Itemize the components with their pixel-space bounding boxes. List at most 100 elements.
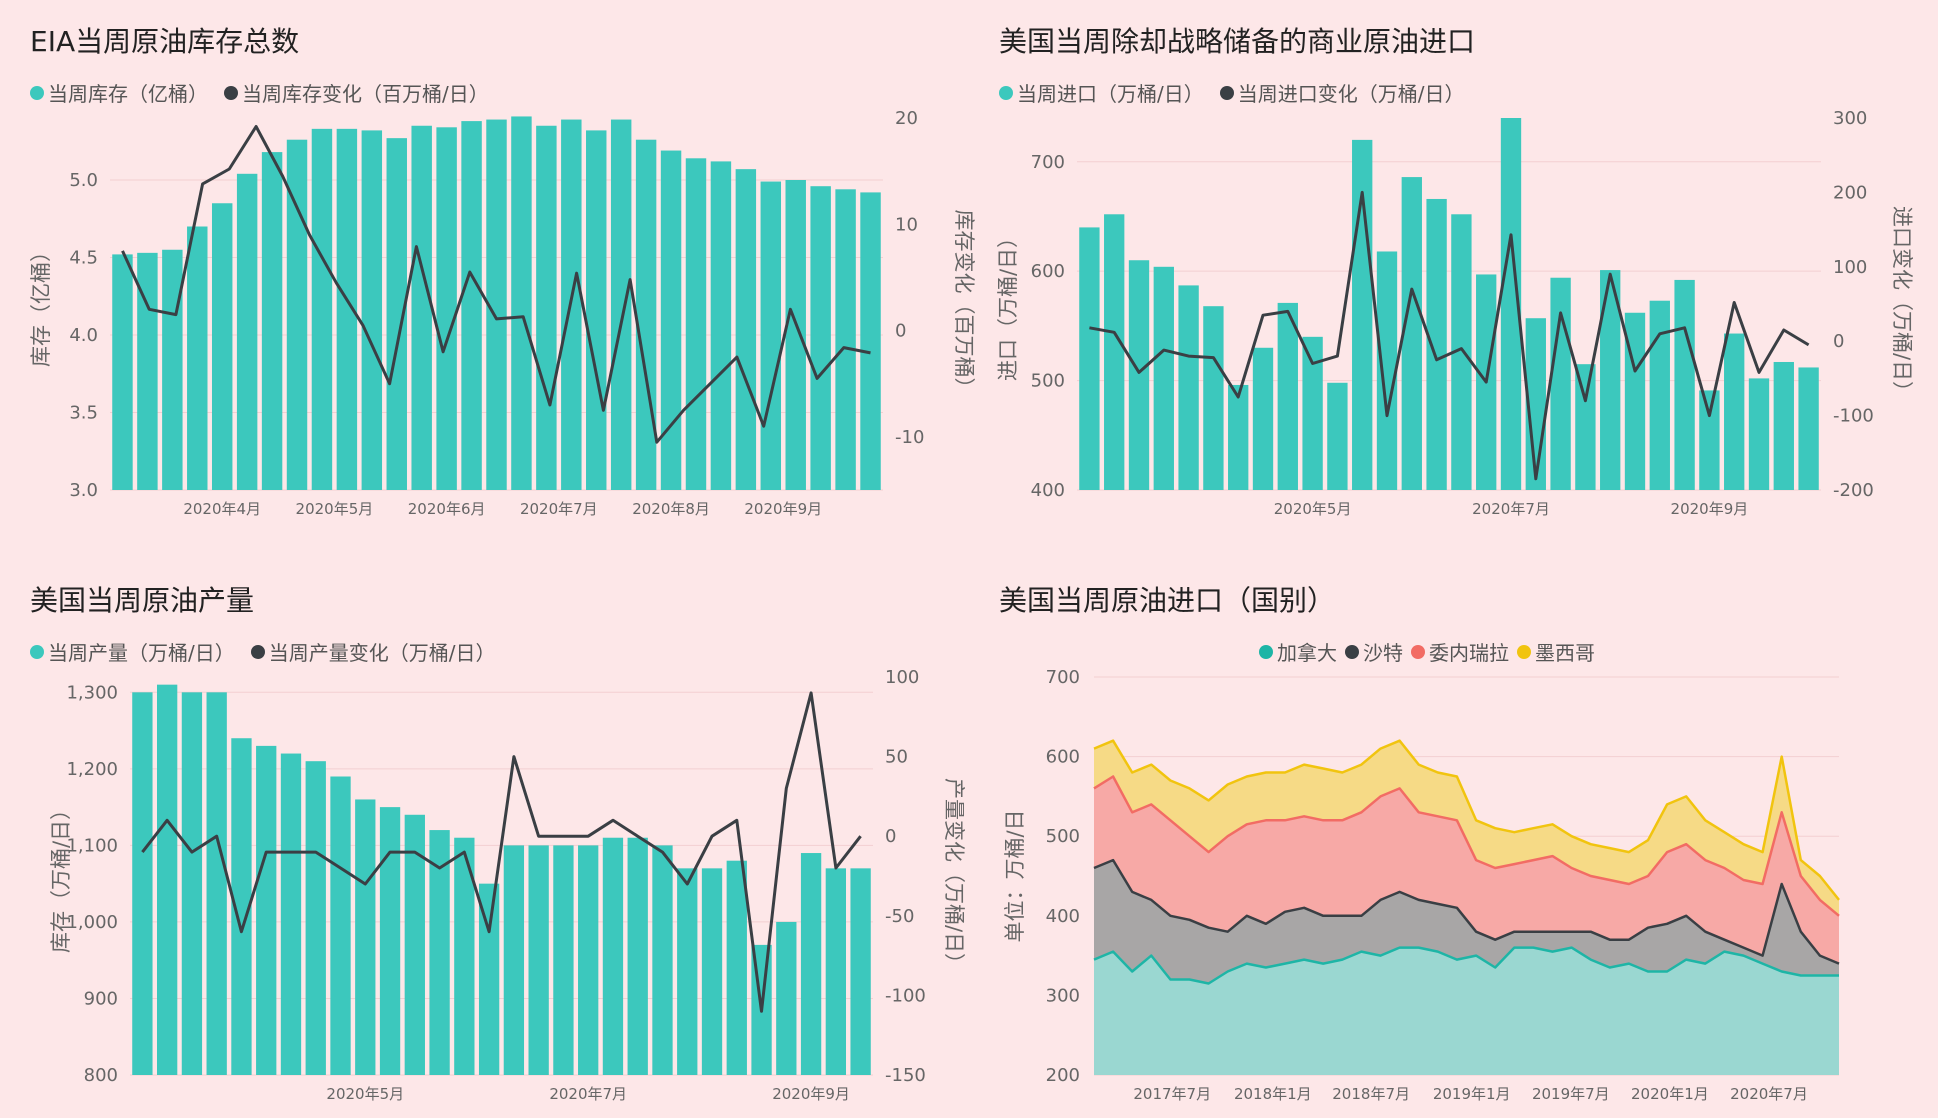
legend-item-imports[interactable]: 当周进口（万桶/日） (999, 78, 1204, 107)
bar (860, 192, 881, 490)
bar (211, 203, 233, 490)
legend-label: 沙特 (1363, 641, 1403, 665)
y2-axis-label: 进口变化（万桶/日） (1890, 206, 1914, 402)
line-saudi (1093, 858, 1840, 965)
bar (1228, 384, 1249, 490)
y-tick-label: 3.0 (69, 480, 98, 501)
bar (1128, 260, 1150, 490)
bar (311, 128, 333, 490)
y2-tick-label: -10 (895, 427, 924, 448)
x-tick-label: 2020年8月 (632, 500, 710, 518)
legend-item-saudi[interactable]: 沙特 (1345, 637, 1403, 666)
y-tick-label: 5.0 (69, 170, 98, 191)
y2-tick-label: 0 (885, 826, 896, 847)
y-tick-label: 1,200 (66, 759, 118, 780)
y-tick-label: 300 (1046, 985, 1080, 1006)
bar (652, 845, 673, 1075)
legend-item-production[interactable]: 当周产量（万桶/日） (30, 637, 235, 666)
legend-item-mexico[interactable]: 墨西哥 (1517, 637, 1595, 666)
y-tick-label: 3.5 (69, 403, 98, 424)
bar (236, 173, 258, 491)
y-tick-label: 900 (84, 988, 118, 1009)
country-chart: 200 300 400 500 600 700 2017年7月 2018年1月 2018年7月 2… (1003, 667, 1840, 1103)
bar (286, 139, 308, 490)
bar (305, 761, 326, 1075)
x-tick-label: 2020年5月 (296, 500, 374, 518)
legend-label: 墨西哥 (1535, 641, 1595, 665)
bar (511, 116, 532, 490)
legend-dot-icon (30, 85, 44, 100)
bar (231, 738, 252, 1075)
y2-tick-label: -150 (885, 1065, 926, 1086)
bar (336, 128, 358, 490)
imports-legend[interactable]: 当周进口（万桶/日） 当周进口变化（万桶/日） (999, 78, 1481, 107)
bar (627, 837, 648, 1075)
y-tick-label: 1,000 (66, 912, 118, 933)
country-panel: 美国当周原油进口（国别） 加拿大 沙特 委内瑞拉 墨西哥 200 300 400 50… (969, 559, 1938, 1118)
bar (1178, 285, 1199, 490)
y2-tick-label: 0 (1833, 331, 1844, 352)
y2-tick-label: -100 (885, 985, 926, 1006)
legend-dot-icon (999, 85, 1013, 100)
legend-item-canada[interactable]: 加拿大 (1259, 637, 1337, 666)
legend-item-venezuela[interactable]: 委内瑞拉 (1411, 637, 1509, 666)
y2-tick-label: 10 (895, 214, 918, 235)
bar (685, 158, 707, 491)
legend-dot-icon (224, 85, 238, 100)
bar (1376, 251, 1398, 490)
y-tick-label: 700 (1031, 152, 1065, 173)
bar (1575, 364, 1596, 490)
x-tick-label: 2018年1月 (1234, 1085, 1312, 1103)
bar (701, 868, 723, 1075)
bar (578, 845, 599, 1075)
production-legend[interactable]: 当周产量（万桶/日） 当周产量变化（万桶/日） (30, 637, 512, 666)
y-axis-label: 库存（万桶/日） (49, 799, 73, 953)
y-tick-label: 500 (1031, 371, 1065, 392)
bar (379, 807, 401, 1075)
bar (162, 249, 183, 490)
y-axis-label: 库存（亿桶） (29, 241, 53, 367)
bar (528, 845, 549, 1075)
bar (503, 845, 525, 1075)
y-tick-label: 400 (1046, 906, 1080, 927)
bar (1798, 367, 1819, 490)
series-line (1089, 190, 1810, 481)
bar (1252, 347, 1274, 490)
bar (404, 814, 425, 1075)
x-tick-label: 2020年7月 (1730, 1085, 1808, 1103)
bar (800, 853, 822, 1075)
legend-dot-icon (1219, 85, 1234, 100)
y-tick-label: 500 (1046, 826, 1080, 847)
bar (1327, 382, 1348, 490)
imports-title: 美国当周除却战略储备的商业原油进口 (999, 25, 1476, 58)
bar (411, 125, 432, 490)
y2-tick-label: 0 (895, 321, 906, 342)
legend-dot-icon (250, 644, 265, 659)
bar (1550, 277, 1571, 490)
legend-item-imports-change[interactable]: 当周进口变化（万桶/日） (1219, 78, 1465, 107)
legend-item-inventory-change[interactable]: 当周库存变化（百万桶/日） (224, 78, 489, 107)
y2-tick-label: -100 (1833, 406, 1874, 427)
legend-label: 当周进口变化（万桶/日） (1237, 82, 1465, 106)
bar (454, 837, 475, 1075)
legend-item-production-change[interactable]: 当周产量变化（万桶/日） (250, 637, 496, 666)
y-axis-label: 进口（万桶/日） (996, 227, 1020, 381)
x-tick-label: 2018年7月 (1332, 1085, 1410, 1103)
x-tick-label: 2020年1月 (1631, 1085, 1709, 1103)
bar (112, 254, 133, 490)
bar (1104, 214, 1125, 490)
x-tick-label: 2020年9月 (1671, 500, 1749, 518)
bar (835, 189, 856, 491)
y2-tick-label: 20 (895, 108, 918, 129)
y2-tick-label: 200 (1833, 182, 1867, 203)
y-tick-label: 200 (1046, 1065, 1080, 1086)
bar (785, 180, 806, 490)
legend-item-inventory[interactable]: 当周库存（亿桶） (30, 78, 208, 107)
y2-tick-label: 100 (885, 667, 919, 688)
bar (137, 252, 158, 490)
country-legend[interactable]: 加拿大 沙特 委内瑞拉 墨西哥 (1259, 637, 1611, 666)
bar (1500, 118, 1522, 490)
legend-label: 当周产量变化（万桶/日） (268, 641, 496, 665)
inventory-panel: EIA当周原油库存总数 当周库存（亿桶） 当周库存变化（百万桶/日） 3.0 3.… (0, 0, 976, 559)
inventory-legend[interactable]: 当周库存（亿桶） 当周库存变化（百万桶/日） (30, 78, 505, 107)
